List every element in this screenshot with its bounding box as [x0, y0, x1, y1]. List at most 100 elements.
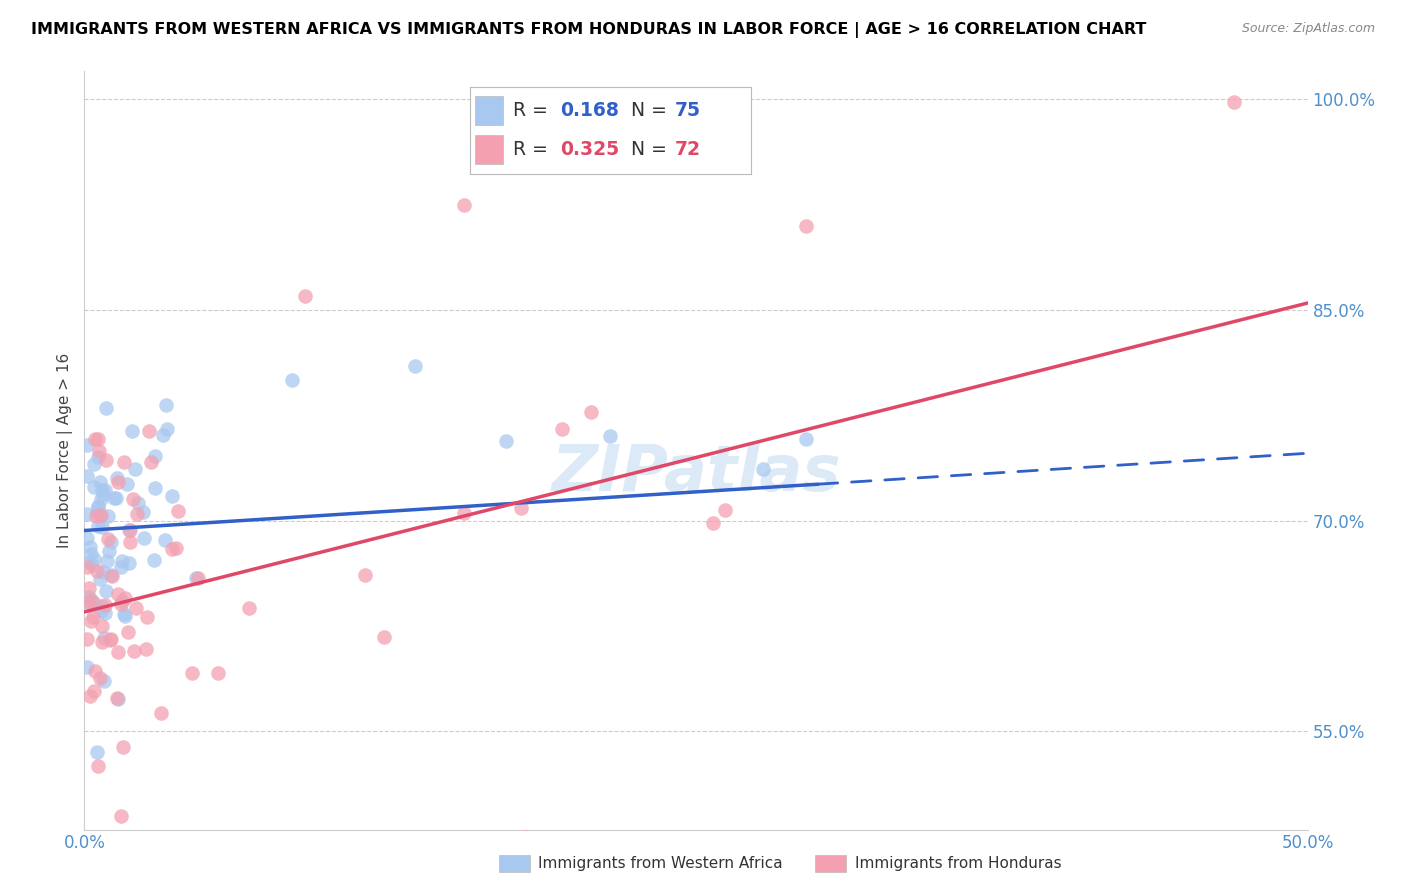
Point — [80, 593, 103, 607]
Point — [114, 591, 136, 605]
Point — [77, 591, 100, 605]
Point — [509, 500, 531, 515]
Point — [353, 567, 375, 582]
Point — [76, 468, 98, 483]
Point — [100, 632, 122, 646]
Point — [124, 600, 146, 615]
Point — [79, 540, 101, 554]
Point — [83, 664, 105, 678]
Point — [84, 509, 107, 524]
Point — [752, 462, 775, 476]
Point — [112, 607, 135, 622]
Text: Immigrants from Honduras: Immigrants from Honduras — [855, 856, 1062, 871]
Point — [150, 706, 173, 720]
Point — [551, 421, 574, 435]
Point — [83, 552, 105, 566]
Point — [91, 483, 114, 497]
Point — [107, 475, 129, 489]
Point — [118, 524, 141, 538]
Point — [121, 424, 143, 438]
Point — [98, 544, 121, 558]
Point — [83, 457, 105, 471]
Point — [110, 597, 132, 611]
Point — [118, 534, 141, 549]
Point — [702, 516, 724, 530]
Point — [136, 609, 159, 624]
Point — [142, 552, 165, 566]
Point — [90, 508, 112, 522]
Point — [794, 432, 817, 446]
Point — [93, 483, 115, 497]
Point — [156, 421, 179, 435]
Point — [495, 434, 517, 449]
Text: Source: ZipAtlas.com: Source: ZipAtlas.com — [1241, 22, 1375, 36]
Point — [127, 496, 149, 510]
Point — [167, 504, 190, 518]
Y-axis label: In Labor Force | Age > 16: In Labor Force | Age > 16 — [58, 353, 73, 548]
Point — [76, 531, 98, 545]
Point — [89, 475, 111, 489]
Point — [404, 359, 426, 374]
Point — [117, 624, 139, 639]
Point — [90, 492, 112, 507]
Point — [138, 424, 160, 438]
Point — [79, 690, 101, 704]
Point — [162, 489, 184, 503]
Point — [111, 594, 134, 608]
Point — [94, 401, 117, 415]
Point — [1223, 95, 1246, 110]
Point — [107, 691, 129, 706]
Point — [107, 645, 129, 659]
Point — [86, 745, 108, 759]
Point — [91, 486, 114, 500]
Point — [76, 560, 98, 574]
Point — [107, 691, 129, 706]
Point — [83, 683, 105, 698]
Point — [91, 520, 114, 534]
Point — [238, 600, 260, 615]
Point — [599, 429, 621, 443]
Point — [77, 595, 100, 609]
Point — [91, 599, 114, 614]
Point — [87, 432, 110, 446]
Point — [135, 642, 157, 657]
Point — [98, 632, 121, 647]
Point — [141, 455, 163, 469]
Point — [373, 630, 395, 644]
Point — [101, 569, 124, 583]
Point — [84, 597, 107, 611]
Point — [86, 565, 108, 579]
Point — [122, 492, 145, 507]
Point — [97, 509, 120, 524]
Point — [82, 609, 104, 624]
Point — [143, 481, 166, 495]
Point — [96, 554, 118, 568]
Point — [794, 219, 817, 233]
Point — [77, 581, 100, 595]
Point — [180, 665, 202, 680]
Point — [76, 632, 98, 647]
Point — [77, 555, 100, 569]
Point — [166, 541, 188, 556]
Point — [89, 572, 111, 586]
Point — [89, 671, 111, 685]
Point — [111, 739, 134, 754]
Point — [132, 531, 155, 545]
Point — [155, 398, 177, 412]
Point — [80, 842, 103, 856]
Point — [93, 673, 115, 688]
Point — [86, 505, 108, 519]
Point — [87, 500, 110, 515]
Point — [87, 759, 110, 773]
Point — [110, 808, 132, 822]
Point — [110, 560, 132, 574]
Point — [105, 471, 128, 485]
Point — [82, 594, 104, 608]
Point — [186, 571, 208, 585]
Point — [80, 614, 103, 628]
Point — [76, 437, 98, 451]
Point — [160, 541, 183, 556]
Point — [453, 198, 475, 212]
Point — [114, 608, 136, 623]
Point — [103, 491, 125, 505]
